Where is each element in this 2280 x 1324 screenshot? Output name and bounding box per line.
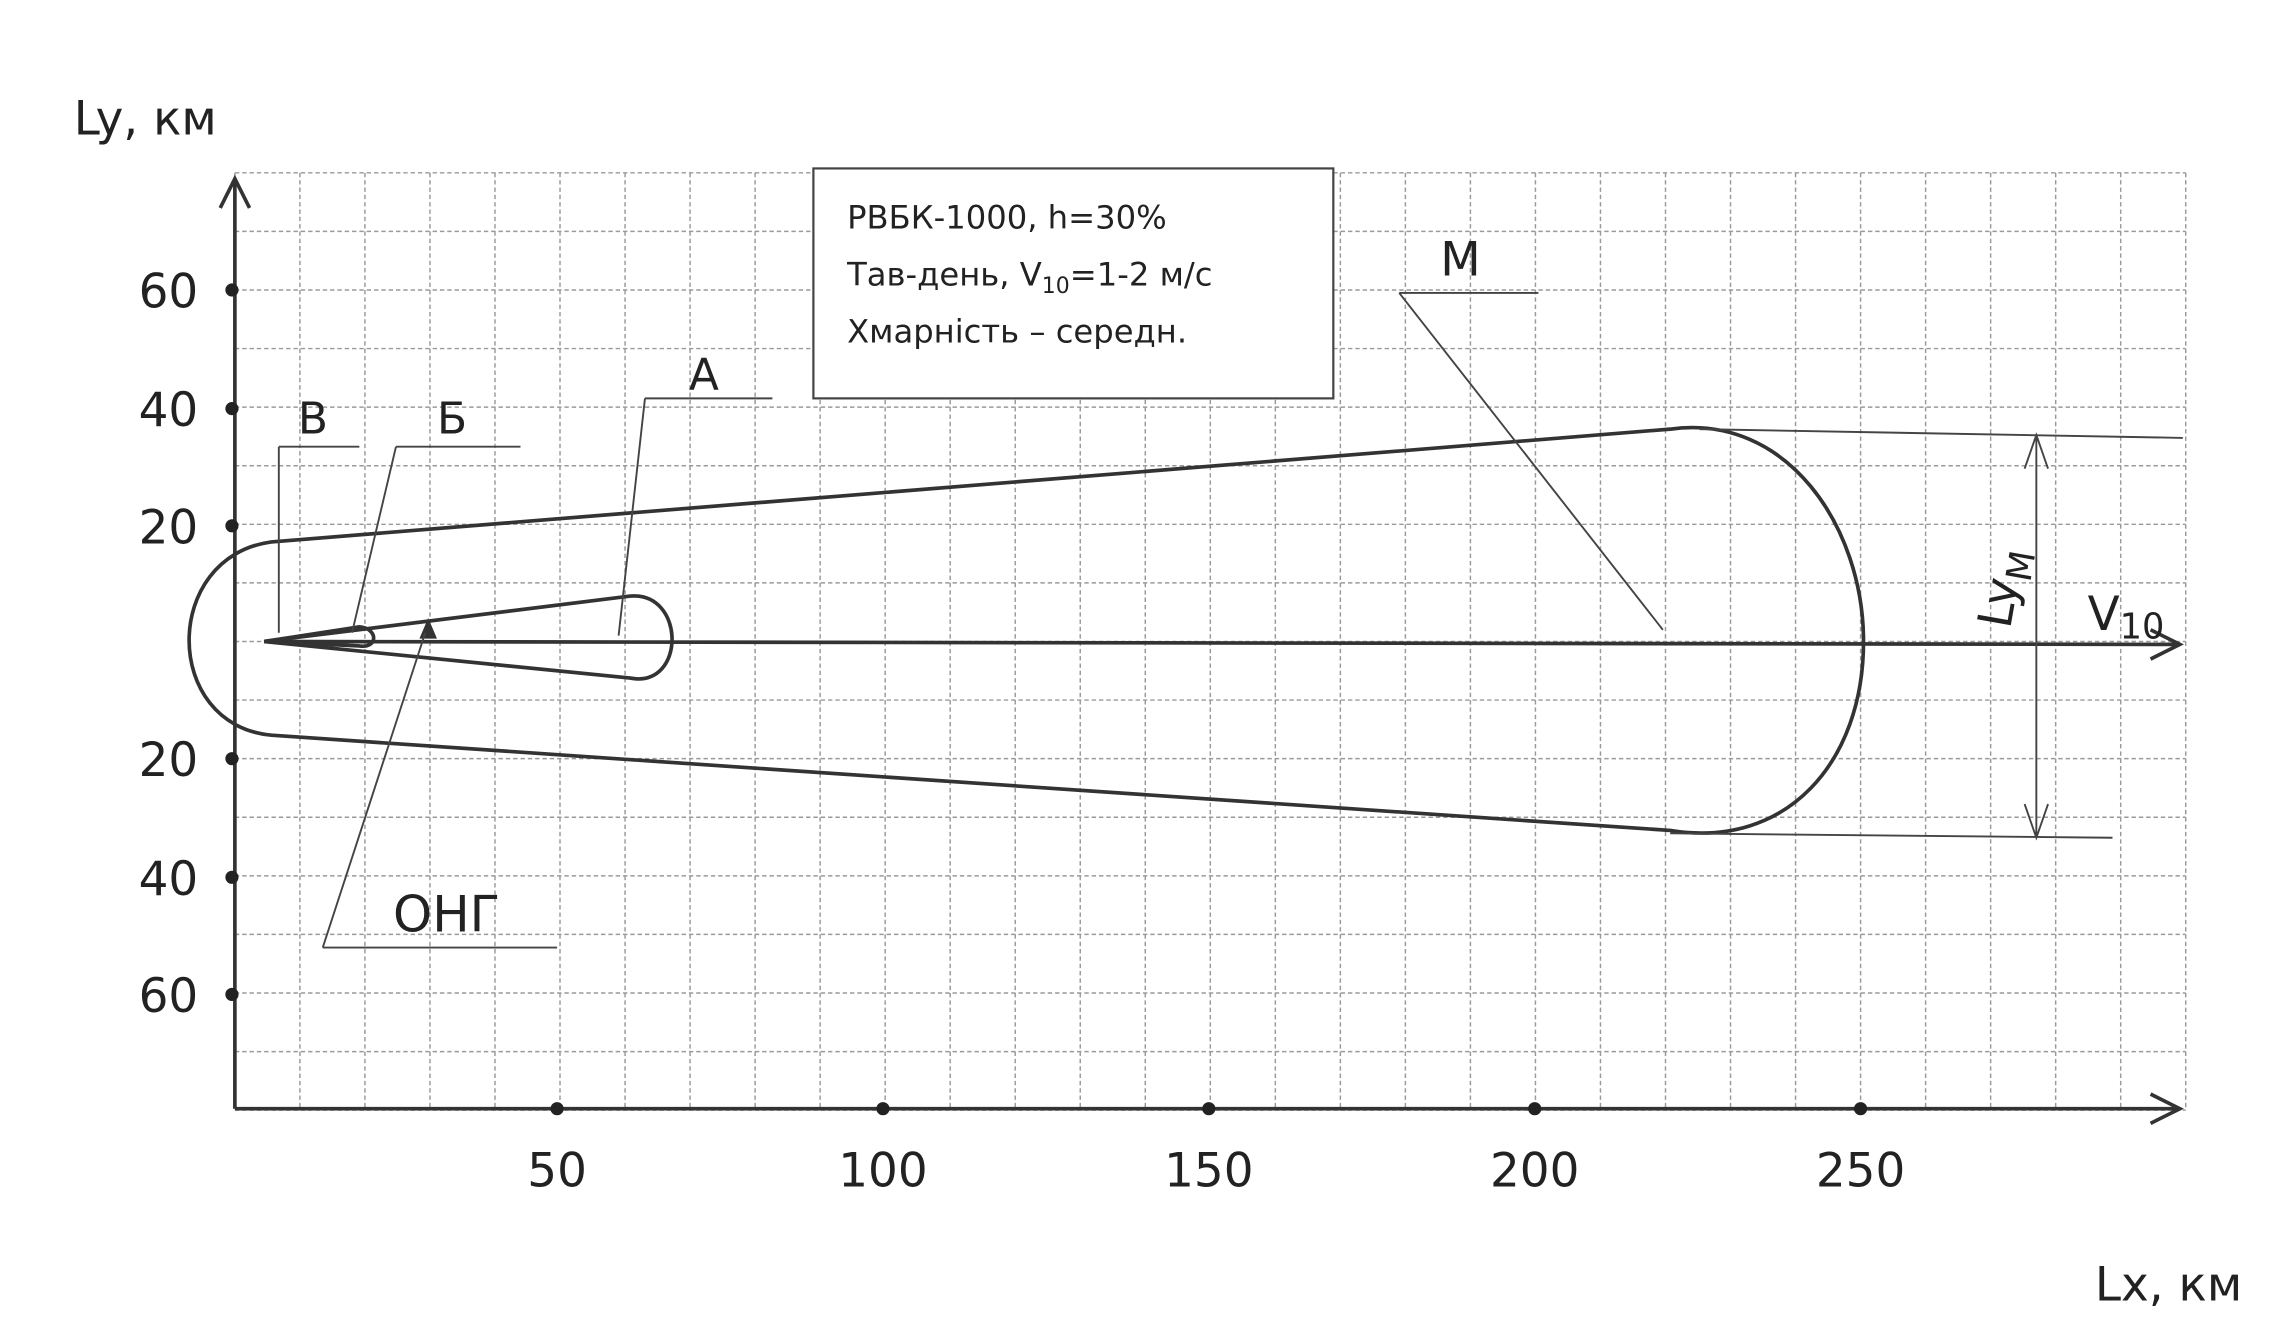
info-line-1: РВБК-1000, h=30%: [847, 198, 1167, 236]
y-tick: [225, 870, 239, 884]
zone-a: [263, 594, 674, 681]
zone-m: [187, 425, 1866, 835]
x-tick: [1528, 1102, 1542, 1116]
info-line-2-a: Тав-день, V: [846, 256, 1042, 294]
label-v: В: [298, 394, 328, 445]
info-line-3: Хмарність – середн.: [847, 313, 1187, 351]
dimension-lines: [1670, 428, 2183, 841]
width-label: LyМ: [1969, 544, 2045, 634]
wind-axis: [264, 628, 2184, 661]
x-tick: [1202, 1102, 1216, 1116]
wind-label-main: V: [2088, 588, 2120, 642]
x-tick: [1853, 1102, 1868, 1116]
callout-b: [351, 445, 521, 633]
y-tick-label: 40: [139, 853, 199, 907]
info-box: [812, 167, 1335, 400]
label-m: М: [1440, 233, 1480, 287]
info-line-2-b: =1-2 м/с: [1070, 256, 1213, 294]
y-tick-label: 20: [139, 501, 199, 555]
source-marker: [419, 618, 437, 639]
callout-source: [321, 632, 558, 949]
info-line-2-sub: 10: [1042, 274, 1070, 299]
x-tick-label: 250: [1816, 1144, 1905, 1198]
y-tick: [225, 987, 239, 1002]
x-tick-label: 50: [527, 1144, 587, 1198]
x-tick-label: 200: [1490, 1144, 1579, 1198]
x-tick: [876, 1102, 890, 1116]
y-tick: [225, 752, 239, 766]
callout-v: [277, 445, 360, 633]
y-tick: [225, 402, 239, 416]
y-axis: [218, 174, 252, 1109]
y-axis-label: Ly, км: [74, 93, 217, 147]
y-tick: [225, 283, 239, 297]
info-line-2: Тав-день, V10=1-2 м/с: [846, 256, 1212, 299]
x-tick-label: 100: [838, 1144, 927, 1198]
width-label-sub: М: [1999, 548, 2045, 585]
y-tick-label: 40: [139, 384, 199, 438]
x-axis-label: Lx, км: [2095, 1259, 2242, 1313]
callout-a: [617, 397, 773, 636]
width-label-main: Ly: [1969, 574, 2031, 632]
y-tick-label: 60: [139, 266, 199, 320]
callout-m: [1398, 291, 1664, 631]
label-source: ОНГ: [393, 885, 500, 943]
wind-label: V10: [2088, 588, 2165, 648]
x-tick: [550, 1102, 564, 1116]
zone-b: [263, 625, 376, 648]
label-a: А: [689, 350, 719, 401]
y-tick: [225, 519, 239, 533]
y-tick-label: 20: [139, 734, 199, 788]
label-b: Б: [437, 394, 467, 445]
wind-label-sub: 10: [2120, 607, 2165, 648]
x-tick-label: 150: [1164, 1144, 1253, 1198]
ticks: 60 40 20 20 40 60 50 100 150 200 250: [139, 266, 1906, 1199]
y-tick-label: 60: [139, 970, 199, 1024]
